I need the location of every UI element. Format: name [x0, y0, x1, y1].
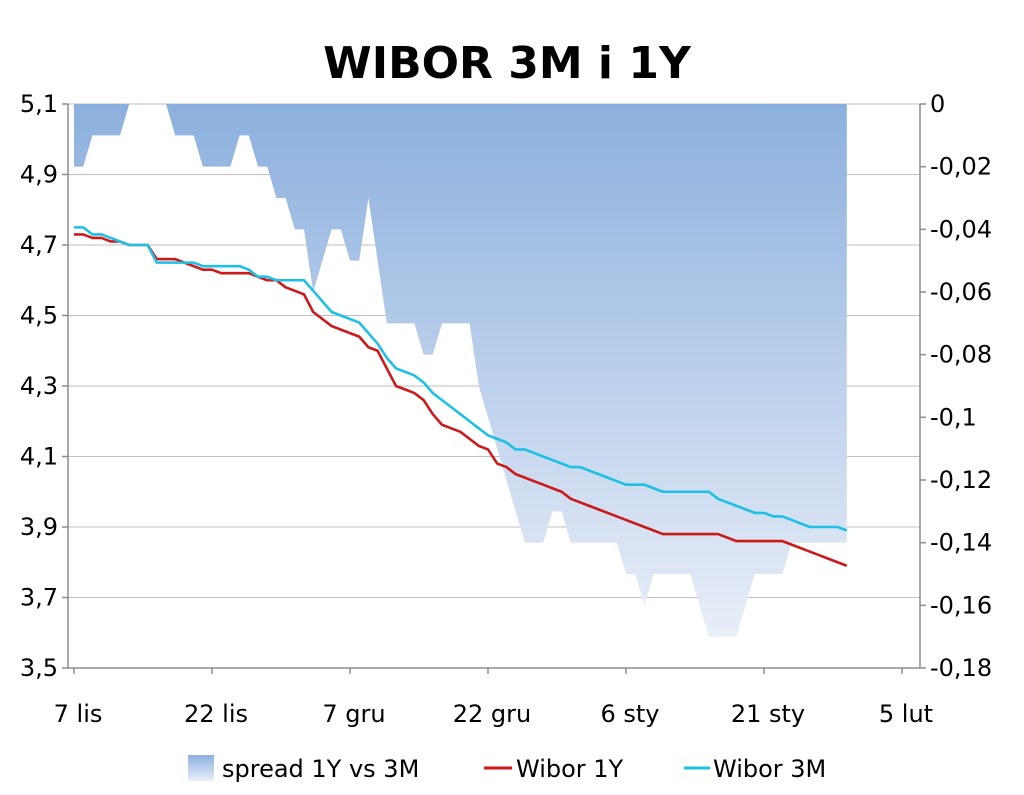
- right-tick-label: -0,08: [930, 341, 992, 369]
- left-tick-label: 5,1: [20, 90, 58, 118]
- right-tick-label: 0: [930, 90, 945, 118]
- right-tick-label: -0,16: [930, 591, 992, 619]
- right-tick-label: -0,18: [930, 654, 992, 682]
- chart-title: WIBOR 3M i 1Y: [323, 38, 692, 89]
- left-tick-label: 3,7: [20, 584, 58, 612]
- left-tick-label: 4,1: [20, 443, 58, 471]
- x-tick-label: 7 gru: [322, 700, 385, 728]
- left-tick-label: 3,5: [20, 654, 58, 682]
- legend-label-wibor-1y: Wibor 1Y: [516, 755, 624, 783]
- left-tick-label: 4,9: [20, 161, 58, 189]
- x-tick-label: 6 sty: [600, 700, 659, 728]
- wibor-1y-line: [74, 233, 848, 567]
- x-tick-label: 22 gru: [453, 700, 531, 728]
- x-tick-label: 22 lis: [184, 700, 248, 728]
- x-tick-label: 21 sty: [731, 700, 805, 728]
- right-tick-label: -0,06: [930, 278, 992, 306]
- right-tick-label: -0,02: [930, 153, 992, 181]
- right-tick-label: -0,04: [930, 215, 992, 243]
- legend: spread 1Y vs 3M Wibor 1Y Wibor 3M: [188, 755, 826, 783]
- legend-label-wibor-3m: Wibor 3M: [713, 755, 826, 783]
- right-tick-label: -0,14: [930, 529, 992, 557]
- x-axis-ticks: 7 lis 22 lis 7 gru 22 gru 6 sty 21 sty 5 lut: [54, 668, 933, 728]
- left-tick-label: 4,5: [20, 302, 58, 330]
- right-tick-label: -0,1: [930, 403, 977, 431]
- left-tick-label: 4,7: [20, 231, 58, 259]
- x-tick-label: 5 lut: [879, 700, 933, 728]
- right-axis-ticks: 0 -0,02 -0,04 -0,06 -0,08 -0,1 -0,12 -0,14 -0,16…: [920, 90, 992, 682]
- spread-area-layer: [74, 104, 847, 637]
- legend-label-spread: spread 1Y vs 3M: [222, 755, 419, 783]
- left-tick-label: 4,3: [20, 372, 58, 400]
- left-axis-ticks: 5,1 4,9 4,7 4,5 4,3 4,1 3,9 3,7 3,5: [20, 90, 68, 682]
- spread-area: [74, 104, 847, 637]
- wibor-3m-line: [74, 226, 848, 532]
- legend-swatch-spread: [188, 755, 214, 781]
- right-tick-label: -0,12: [930, 466, 992, 494]
- series-lines-layer: [74, 226, 848, 567]
- left-tick-label: 3,9: [20, 513, 58, 541]
- x-tick-label: 7 lis: [54, 700, 103, 728]
